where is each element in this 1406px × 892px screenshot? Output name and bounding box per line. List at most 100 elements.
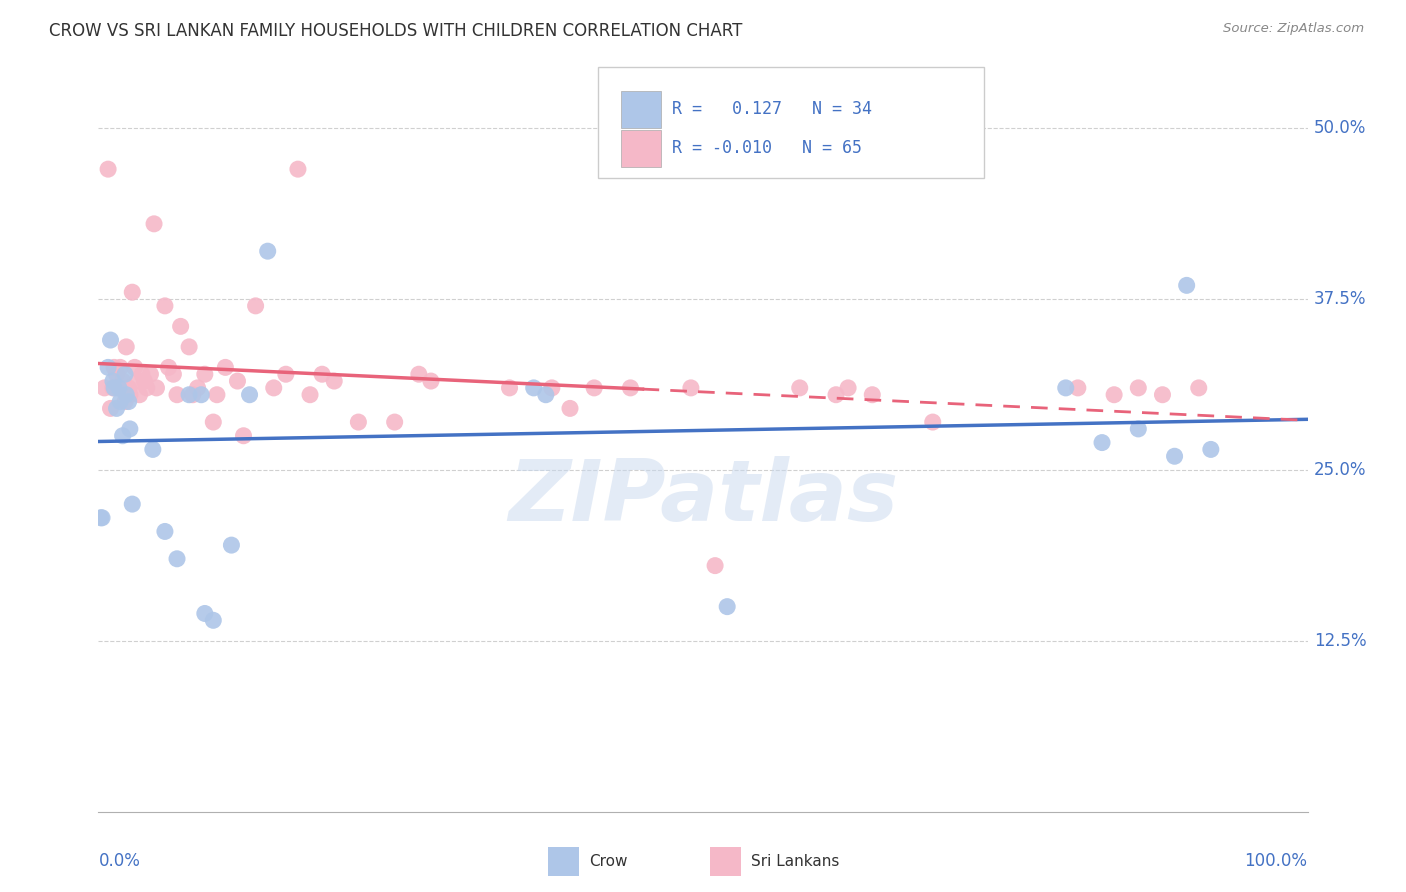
Point: [131, 368, 153, 382]
Point: [1128, 422, 1150, 436]
Point: [704, 558, 727, 573]
Point: [190, 388, 212, 402]
Point: [679, 381, 702, 395]
Point: [263, 381, 285, 395]
Point: [108, 360, 131, 375]
Text: 100.0%: 100.0%: [1244, 852, 1308, 870]
Point: [105, 368, 128, 382]
Text: 50.0%: 50.0%: [1313, 120, 1367, 137]
Point: [921, 415, 943, 429]
Point: [1152, 388, 1174, 402]
Point: [166, 551, 188, 566]
Point: [100, 401, 122, 416]
Text: ZIPatlas: ZIPatlas: [508, 456, 898, 539]
Point: [143, 217, 166, 231]
Point: [114, 368, 136, 382]
Point: [837, 381, 859, 395]
Point: [205, 388, 228, 402]
Point: [540, 381, 562, 395]
Text: Sri Lankans: Sri Lankans: [751, 855, 839, 869]
Point: [134, 374, 156, 388]
Point: [105, 401, 128, 416]
Point: [1102, 388, 1125, 402]
Point: [157, 360, 180, 375]
Point: [179, 340, 201, 354]
Point: [202, 613, 225, 627]
Point: [408, 368, 430, 382]
Point: [311, 368, 333, 382]
Point: [97, 162, 120, 177]
Point: [118, 388, 141, 402]
Point: [1188, 381, 1211, 395]
Point: [716, 599, 738, 614]
Point: [194, 368, 217, 382]
Point: [226, 374, 249, 388]
Point: [107, 381, 129, 395]
Point: [162, 368, 184, 382]
Point: [142, 442, 165, 457]
Point: [825, 388, 848, 402]
Point: [583, 381, 606, 395]
Point: [108, 394, 131, 409]
Point: [347, 415, 370, 429]
Point: [118, 422, 141, 436]
Text: 0.0%: 0.0%: [98, 852, 141, 870]
Text: R = -0.010   N = 65: R = -0.010 N = 65: [672, 139, 862, 157]
Point: [103, 381, 125, 395]
Text: R =   0.127   N = 34: R = 0.127 N = 34: [672, 100, 872, 119]
Point: [860, 388, 883, 402]
Point: [256, 244, 278, 259]
Point: [139, 368, 162, 382]
Point: [232, 429, 254, 443]
Point: [93, 381, 115, 395]
Point: [115, 340, 138, 354]
Point: [523, 381, 546, 395]
Point: [194, 607, 217, 621]
Point: [91, 510, 114, 524]
Text: Source: ZipAtlas.com: Source: ZipAtlas.com: [1223, 22, 1364, 36]
Point: [299, 388, 322, 402]
Point: [101, 381, 124, 395]
Point: [384, 415, 406, 429]
Text: 37.5%: 37.5%: [1313, 290, 1367, 308]
Point: [789, 381, 811, 395]
Point: [221, 538, 243, 552]
Point: [323, 374, 346, 388]
Point: [100, 333, 122, 347]
Text: Crow: Crow: [589, 855, 627, 869]
Point: [179, 388, 201, 402]
Point: [1163, 449, 1185, 463]
Point: [1128, 381, 1150, 395]
Point: [498, 381, 520, 395]
Text: 12.5%: 12.5%: [1313, 632, 1367, 650]
Text: CROW VS SRI LANKAN FAMILY HOUSEHOLDS WITH CHILDREN CORRELATION CHART: CROW VS SRI LANKAN FAMILY HOUSEHOLDS WIT…: [49, 22, 742, 40]
Point: [118, 394, 141, 409]
Point: [90, 510, 112, 524]
Point: [153, 299, 176, 313]
Point: [239, 388, 262, 402]
Point: [108, 381, 131, 395]
Point: [121, 497, 143, 511]
Point: [97, 360, 120, 375]
Point: [153, 524, 176, 539]
Point: [111, 429, 134, 443]
Point: [245, 299, 267, 313]
Point: [1067, 381, 1090, 395]
Point: [103, 360, 125, 375]
Point: [121, 285, 143, 300]
Point: [202, 415, 225, 429]
Point: [619, 381, 641, 395]
Point: [1054, 381, 1077, 395]
Point: [128, 388, 150, 402]
Point: [124, 360, 146, 375]
Point: [420, 374, 443, 388]
Point: [114, 394, 136, 409]
Point: [145, 381, 167, 395]
Point: [1175, 278, 1198, 293]
Text: 25.0%: 25.0%: [1313, 461, 1367, 479]
Point: [534, 388, 557, 402]
Point: [166, 388, 188, 402]
Point: [287, 162, 309, 177]
Point: [558, 401, 581, 416]
Point: [187, 381, 209, 395]
